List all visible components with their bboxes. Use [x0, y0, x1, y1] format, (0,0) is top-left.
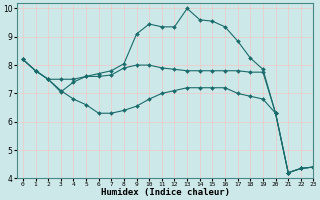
- X-axis label: Humidex (Indice chaleur): Humidex (Indice chaleur): [100, 188, 229, 197]
